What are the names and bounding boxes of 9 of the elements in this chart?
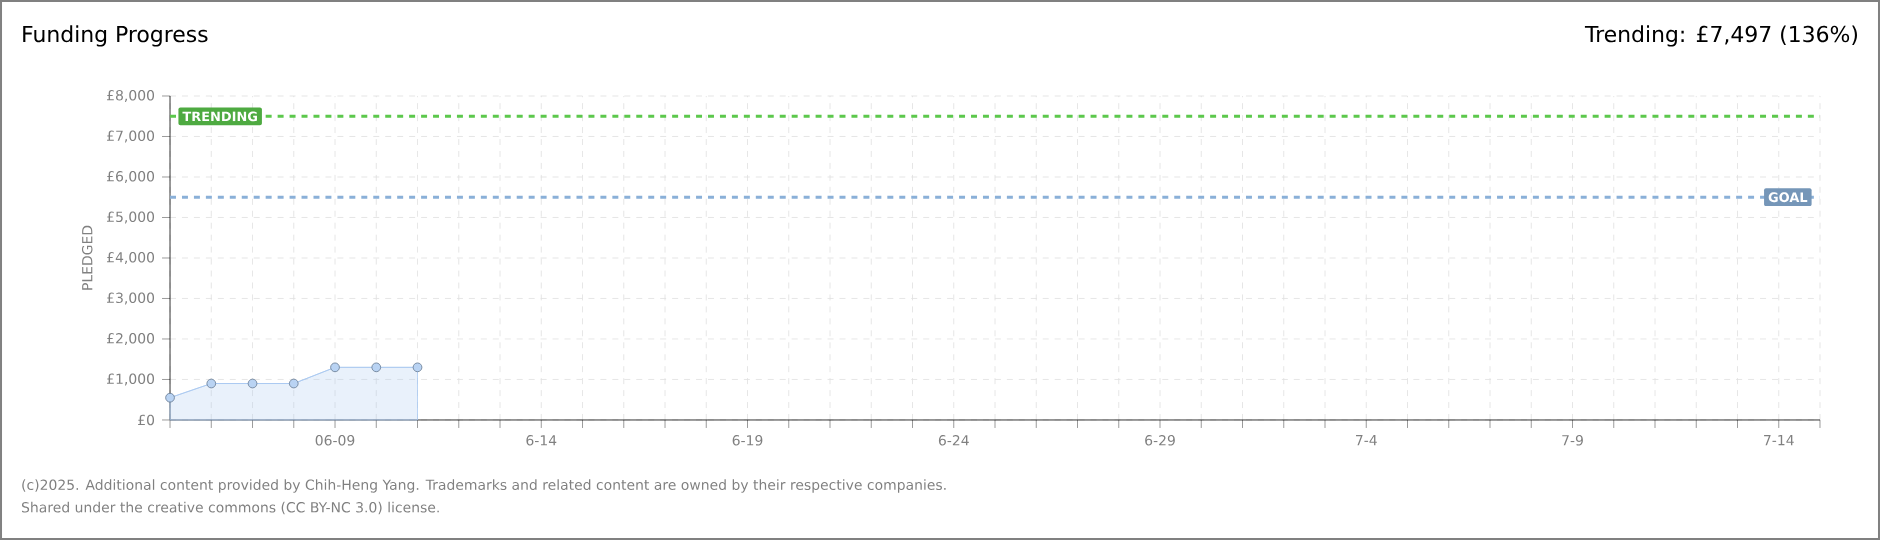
point (330, 362, 340, 373)
point (371, 362, 382, 373)
point (412, 362, 423, 373)
chart-subtitle: Trending: £7,497 (136%) (1584, 25, 1858, 47)
chart-title: Funding Progress (23, 25, 208, 47)
point (288, 378, 299, 389)
point (165, 392, 175, 403)
point (247, 378, 258, 389)
point (206, 378, 217, 389)
